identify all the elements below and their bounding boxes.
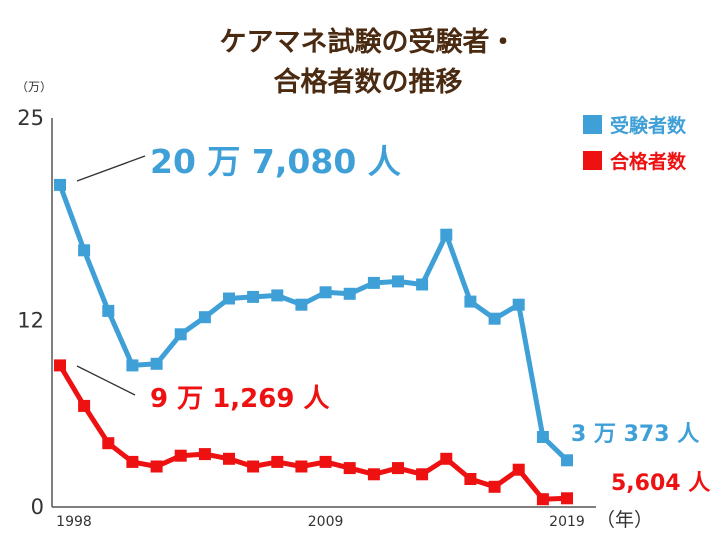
series-0-point xyxy=(512,298,525,311)
series-1-point xyxy=(247,460,260,473)
series-layer xyxy=(54,178,573,506)
annotation-leader-passers xyxy=(76,365,136,396)
series-0-point xyxy=(295,298,308,311)
series-0-point xyxy=(247,290,260,303)
series-0-point xyxy=(150,357,163,370)
series-0-point xyxy=(392,275,404,288)
annotation-start-examinees: 20 万 7,080 人 xyxy=(150,142,401,181)
y-ticks: 25 12 0 xyxy=(17,106,44,519)
legend-label-passers: 合格者数 xyxy=(610,150,687,173)
y-tick-label: 25 xyxy=(17,106,44,130)
chart-title-line1: ケアマネ試験の受験者・ xyxy=(220,26,517,58)
series-1-point xyxy=(392,462,404,475)
series-1-point xyxy=(440,452,453,465)
series-0-point xyxy=(223,292,235,305)
series-line-0 xyxy=(57,184,569,463)
series-1-point xyxy=(223,452,235,465)
series-1-point xyxy=(54,359,66,372)
annotation-end-examinees: 3 万 373 人 xyxy=(571,422,699,447)
series-1-point xyxy=(464,473,477,485)
series-0-point xyxy=(198,311,211,324)
legend-swatch-examinees xyxy=(583,115,602,134)
series-1-point xyxy=(150,460,163,473)
series-0-point xyxy=(271,289,284,302)
series-line-1 xyxy=(57,364,568,502)
series-1-point xyxy=(367,468,380,481)
y-tick-label: 0 xyxy=(31,495,44,519)
annotation-end-passers: 5,604 人 xyxy=(611,471,710,496)
series-1-point xyxy=(416,468,429,481)
series-1-point xyxy=(512,463,525,476)
annotations: 20 万 7,080 人 9 万 1,269 人 3 万 373 人 5,604… xyxy=(76,142,710,496)
series-1-point xyxy=(343,462,356,475)
series-0-point xyxy=(126,359,139,372)
series-0-point xyxy=(78,244,91,257)
series-0-point xyxy=(54,178,66,191)
legend-label-examinees: 受験者数 xyxy=(610,114,687,137)
annotation-start-passers: 9 万 1,269 人 xyxy=(150,384,330,414)
x-axis-unit: （年） xyxy=(596,509,653,531)
series-0-point xyxy=(416,278,429,291)
series-0-point xyxy=(319,286,332,299)
series-1-point xyxy=(271,455,284,468)
series-1-point xyxy=(198,448,211,461)
series-0-point xyxy=(561,454,573,467)
legend: 受験者数 合格者数 xyxy=(583,114,687,173)
series-0-point xyxy=(464,295,477,308)
series-1-point xyxy=(78,399,91,412)
legend-swatch-passers xyxy=(583,151,602,170)
x-tick-label: 1998 xyxy=(56,514,92,530)
series-1-point xyxy=(319,455,332,468)
series-1-point xyxy=(295,460,308,473)
annotation-leader-examinees xyxy=(76,155,146,182)
series-0-point xyxy=(102,304,115,317)
series-1-point xyxy=(126,455,139,468)
y-tick-label: 12 xyxy=(17,308,44,332)
x-ticks: 1998 2009 2019 xyxy=(56,514,585,530)
series-0-point xyxy=(367,276,380,289)
series-0-point xyxy=(343,287,356,300)
y-axis-unit: （万） xyxy=(16,80,52,94)
series-0-point xyxy=(488,312,501,325)
series-0-point xyxy=(536,431,549,443)
series-0-point xyxy=(174,328,187,341)
series-0-point xyxy=(440,228,453,241)
series-1-point xyxy=(536,493,549,506)
series-1-point xyxy=(174,449,187,462)
series-1-point xyxy=(488,480,501,493)
series-1-point xyxy=(561,492,573,505)
chart-title-line2: 合格者数の推移 xyxy=(274,66,463,98)
x-tick-label: 2009 xyxy=(308,514,344,530)
series-1-point xyxy=(102,437,115,450)
x-tick-label: 2019 xyxy=(549,514,585,530)
